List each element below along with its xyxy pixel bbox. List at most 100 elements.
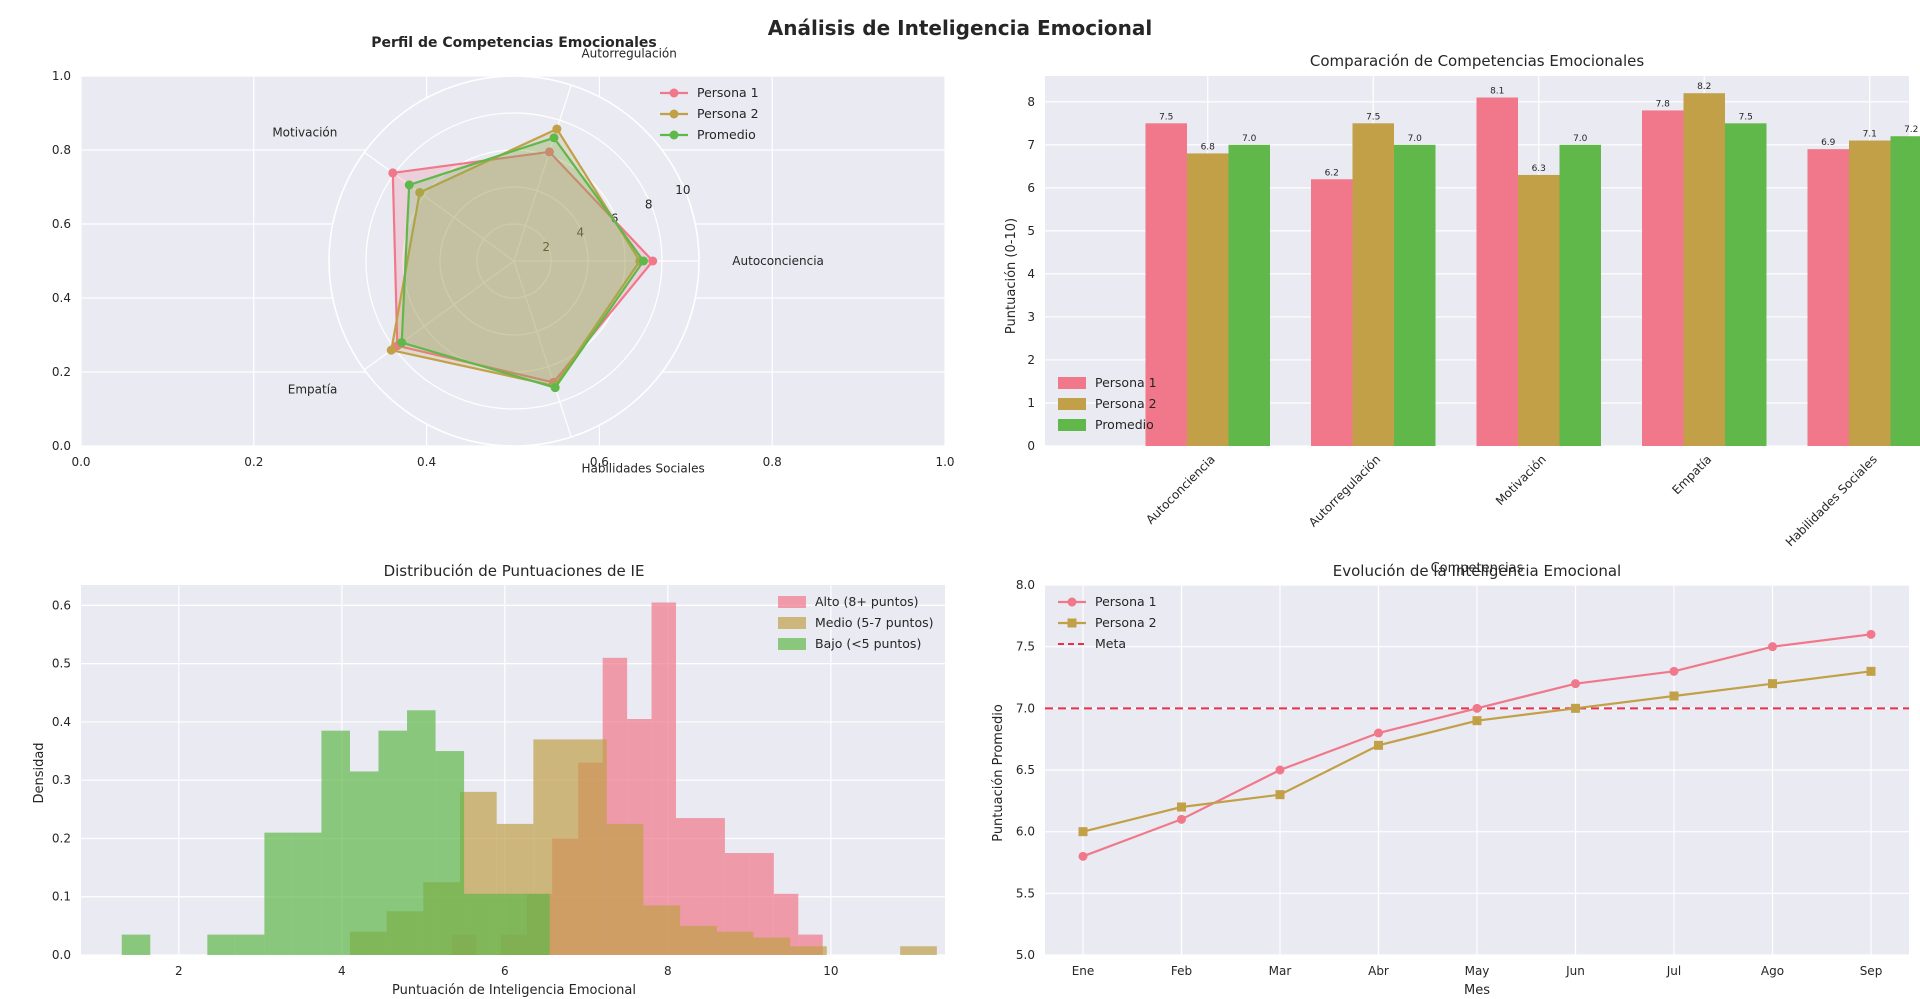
histogram-legend-swatch <box>778 596 806 608</box>
bar-legend-swatch <box>1058 377 1086 389</box>
radar-point <box>404 180 414 190</box>
bar-ytick: 2 <box>1027 353 1035 367</box>
line-point <box>1866 629 1876 639</box>
histogram-ytick: 0.5 <box>52 657 71 671</box>
bar <box>1849 140 1891 446</box>
line-xtick: Jun <box>1565 964 1585 978</box>
histogram-bar <box>790 946 827 955</box>
bar-data-label: 7.0 <box>1408 134 1423 144</box>
bar-ytick: 8 <box>1027 95 1035 109</box>
radar-bg-ytick: 0.0 <box>52 439 71 453</box>
bar-ytick: 6 <box>1027 181 1035 195</box>
line-point <box>1768 679 1777 689</box>
radar-title: Perfil de Competencias Emocionales <box>371 35 657 51</box>
radar-point <box>552 124 562 134</box>
bar-data-label: 7.5 <box>1366 112 1380 122</box>
radar-chart: Perfil de Competencias Emocionales 0.00.… <box>52 35 955 476</box>
bar-xtick: Autorregulación <box>1306 452 1383 529</box>
bar-data-label: 6.9 <box>1821 138 1836 148</box>
bar-chart-title: Comparación de Competencias Emocionales <box>1310 52 1644 70</box>
radar-area-promedio <box>401 137 644 388</box>
histogram-ytick: 0.4 <box>52 715 71 729</box>
bar <box>1228 144 1270 446</box>
radar-bg-xtick: 0.0 <box>71 455 90 469</box>
radar-bg-ytick: 0.8 <box>52 143 71 157</box>
bar-legend-swatch <box>1058 398 1086 410</box>
histogram-bar <box>207 934 236 955</box>
histogram-bar <box>643 905 681 955</box>
radar-area-persona-1 <box>392 151 653 383</box>
line-point <box>1472 716 1482 726</box>
bar-legend-label: Persona 1 <box>1095 375 1157 390</box>
bar-xtick: Autoconciencia <box>1143 452 1218 527</box>
radar-legend-marker <box>669 88 679 98</box>
line-xtick: Ago <box>1761 964 1784 978</box>
radar-point <box>648 256 658 266</box>
histogram-legend-label: Medio (5-7 puntos) <box>815 615 934 630</box>
radar-bg-ytick: 0.4 <box>52 291 71 305</box>
histogram-bar <box>464 893 493 955</box>
histogram-bar <box>121 934 151 955</box>
line-point <box>1078 827 1088 837</box>
bar <box>1352 123 1394 446</box>
radar-bg-xtick: 0.4 <box>417 455 436 469</box>
line-point <box>1275 765 1285 775</box>
radar-legend-label: Persona 1 <box>697 85 759 100</box>
bar-data-label: 7.1 <box>1863 130 1877 140</box>
radar-legend-label: Promedio <box>697 127 756 142</box>
line-point <box>1472 703 1482 713</box>
histogram-ytick: 0.1 <box>52 890 71 904</box>
bar-data-label: 7.2 <box>1904 125 1918 135</box>
line-xtick: Jul <box>1666 964 1681 978</box>
radar-point <box>639 256 648 266</box>
bar-data-label: 7.8 <box>1656 99 1671 109</box>
bar-ytick: 5 <box>1027 224 1035 238</box>
radar-bg-xtick: 0.8 <box>763 455 782 469</box>
radar-bg-xtick: 0.2 <box>244 455 263 469</box>
line-point <box>1571 679 1580 689</box>
histogram-legend-label: Alto (8+ puntos) <box>815 594 919 609</box>
line-point <box>1571 703 1580 713</box>
histogram-bar <box>900 946 937 955</box>
line-point <box>1275 790 1285 800</box>
bar-data-label: 7.0 <box>1242 134 1257 144</box>
bar <box>1683 93 1725 447</box>
line-legend-label: Persona 2 <box>1095 615 1157 630</box>
line-ytick: 7.5 <box>1016 640 1035 654</box>
histogram-legend-label: Bajo (<5 puntos) <box>815 636 921 651</box>
radar-category-label: Empatía <box>288 382 338 396</box>
histogram-bar <box>235 934 265 955</box>
line-xtick: Feb <box>1171 964 1192 978</box>
histogram-xtick: 6 <box>501 964 509 978</box>
line-ytick: 5.5 <box>1016 886 1035 900</box>
bar <box>1394 144 1436 446</box>
line-chart-title: Evolución de la Inteligencia Emocional <box>1333 562 1621 580</box>
radar-bg-xtick: 0.6 <box>590 455 609 469</box>
radar-point <box>386 345 396 355</box>
radar-line-promedio <box>400 136 645 389</box>
bar-ytick: 0 <box>1027 439 1035 453</box>
histogram-bar <box>492 893 522 955</box>
bar-data-label: 6.8 <box>1201 142 1216 152</box>
bar-ytick: 4 <box>1027 267 1035 281</box>
line-point <box>1177 802 1186 812</box>
line-xtick: Sep <box>1860 964 1883 978</box>
line-point <box>1177 814 1186 824</box>
radar-radial-tick: 4 <box>577 226 585 240</box>
histogram-ylabel: Densidad <box>32 742 47 803</box>
histogram-ytick: 0.2 <box>52 831 71 845</box>
line-ytick: 5.0 <box>1016 948 1035 962</box>
histogram-xtick: 2 <box>175 964 183 978</box>
histogram-bar <box>321 730 350 955</box>
bar-ytick: 7 <box>1027 138 1035 152</box>
line-ytick: 6.5 <box>1016 763 1035 777</box>
line-legend-marker <box>1067 597 1077 607</box>
line-xtick: Abr <box>1368 964 1389 978</box>
line-point <box>1374 728 1383 738</box>
radar-point <box>549 133 559 143</box>
histogram-legend-swatch <box>778 638 806 650</box>
line-point <box>1866 666 1876 676</box>
line-point <box>1669 666 1679 676</box>
bar <box>1187 153 1229 446</box>
